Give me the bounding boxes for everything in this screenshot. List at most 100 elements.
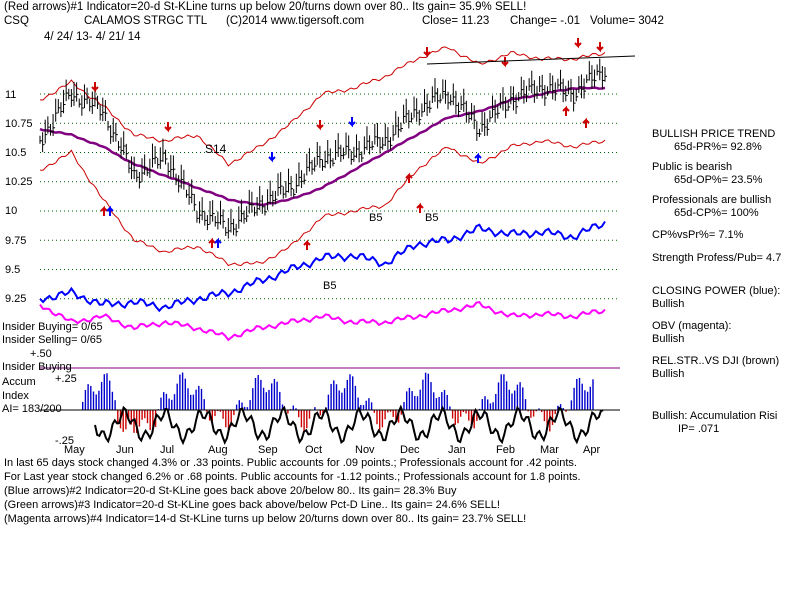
accum-bar xyxy=(460,410,462,417)
accum-bar xyxy=(376,410,378,425)
month-label: May xyxy=(64,444,85,456)
accum-bar xyxy=(397,410,400,423)
sidebar-relstr-value: Bullish xyxy=(652,368,685,380)
accum-bar xyxy=(368,398,370,410)
accum-bar xyxy=(532,410,535,417)
accum-bar xyxy=(106,373,108,410)
accum-bar xyxy=(559,404,562,410)
accum-bar xyxy=(373,410,375,413)
accum-bar xyxy=(519,382,521,410)
accum-bar xyxy=(408,387,411,410)
accum-bar xyxy=(457,410,459,424)
accum-bar xyxy=(179,374,181,410)
month-label: Mar xyxy=(540,444,559,456)
accum-bar xyxy=(160,397,162,410)
copyright: (C)2014 www.tigersoft.com xyxy=(226,15,365,27)
accum-bar xyxy=(198,385,200,410)
accum-bar xyxy=(187,388,189,410)
accum-bar xyxy=(230,410,232,426)
sidebar-closing-power-value: Bullish xyxy=(652,298,685,310)
annotation-s14: S14 xyxy=(205,142,227,156)
month-label: Feb xyxy=(496,444,515,456)
buy-arrow-icon xyxy=(208,237,216,248)
accum-bar xyxy=(163,392,165,410)
signal-arrows xyxy=(91,38,604,250)
footer-line-green-arrows: (Green arrows)#3 Indicator=20-d St-KLine… xyxy=(4,499,500,511)
sidebar-pros-title: Professionals are bullish xyxy=(652,194,772,206)
accum-bar xyxy=(249,400,251,410)
header-line-red-arrows: (Red arrows)#1 Indicator=20-d St-KLine t… xyxy=(4,1,527,13)
accum-bar xyxy=(333,380,335,410)
price-tick-label: 9.5 xyxy=(5,264,21,276)
sell-arrow-icon xyxy=(574,38,582,49)
accum-minus25: -.25 xyxy=(55,435,74,447)
accum-plus50: +.50 xyxy=(30,348,52,360)
accum-bar xyxy=(338,390,340,410)
accum-bar xyxy=(260,379,262,410)
closing-power-line xyxy=(39,220,606,313)
accum-bar xyxy=(314,407,316,410)
accum-bar xyxy=(300,410,303,428)
accum-bar xyxy=(257,375,259,410)
accum-bar xyxy=(370,402,373,410)
accum-bar xyxy=(387,410,389,413)
accum-bar xyxy=(238,400,240,410)
sell-arrow-icon xyxy=(164,122,172,133)
accum-bar xyxy=(430,382,432,410)
sell-arrow-icon xyxy=(423,47,431,58)
ip-line xyxy=(94,404,604,446)
accum-bar xyxy=(98,390,100,410)
accum-bar xyxy=(222,410,224,419)
accum-bar xyxy=(287,410,289,414)
buy-arrow-icon xyxy=(214,237,222,248)
accum-bar xyxy=(414,395,416,410)
ip-line xyxy=(94,404,604,446)
accum-bar xyxy=(473,410,475,429)
sidebar-trend-title: BULLISH PRICE TREND xyxy=(652,128,776,140)
sell-arrow-icon xyxy=(348,117,356,128)
accum-bar xyxy=(362,405,365,410)
accum-bar xyxy=(511,393,513,410)
accum-bar xyxy=(352,376,354,410)
security-name: CALAMOS STRGC TTL xyxy=(84,15,208,27)
month-label: Jul xyxy=(160,444,175,456)
accum-bar xyxy=(211,410,213,422)
accum-bar xyxy=(384,410,386,420)
accum-bar xyxy=(443,389,446,410)
price-tick-label: 10.75 xyxy=(5,118,33,130)
accum-bar xyxy=(462,410,465,413)
annotation-b5: B5 xyxy=(369,212,383,224)
accum-bar xyxy=(435,398,438,410)
accum-bar xyxy=(146,410,149,424)
accum-bar xyxy=(562,408,564,410)
accum-bar xyxy=(225,410,227,428)
sidebar-cpvspr: CP%vsPr%= 7.1% xyxy=(652,229,744,241)
annotation-b5: B5 xyxy=(425,212,439,224)
accum-bar xyxy=(500,374,502,410)
accum-bar xyxy=(111,391,114,410)
accum-bar xyxy=(538,408,540,410)
buy-arrow-icon xyxy=(582,117,590,128)
accum-bar xyxy=(141,410,143,420)
ai-value: AI= 183/200 xyxy=(2,403,62,415)
accum-bar xyxy=(87,384,89,410)
accum-bar xyxy=(114,400,116,410)
price-tick-label: 10.25 xyxy=(5,176,33,188)
price-bars xyxy=(39,58,607,239)
accum-bar xyxy=(451,410,454,419)
price-change: Change= -.01 xyxy=(510,15,581,27)
price-tick-label: 9.75 xyxy=(5,235,27,247)
accum-bar xyxy=(281,404,284,410)
accum-bar xyxy=(171,399,173,410)
accum-bar xyxy=(82,402,84,410)
accum-bar xyxy=(133,410,135,433)
accum-bar xyxy=(487,399,489,410)
accum-bar xyxy=(227,410,230,431)
obv-line xyxy=(39,300,606,342)
accum-bar xyxy=(203,399,205,410)
accum-bar xyxy=(589,386,591,410)
month-label: Oct xyxy=(305,444,323,456)
accum-bar xyxy=(190,394,192,410)
accum-bar xyxy=(546,410,548,430)
